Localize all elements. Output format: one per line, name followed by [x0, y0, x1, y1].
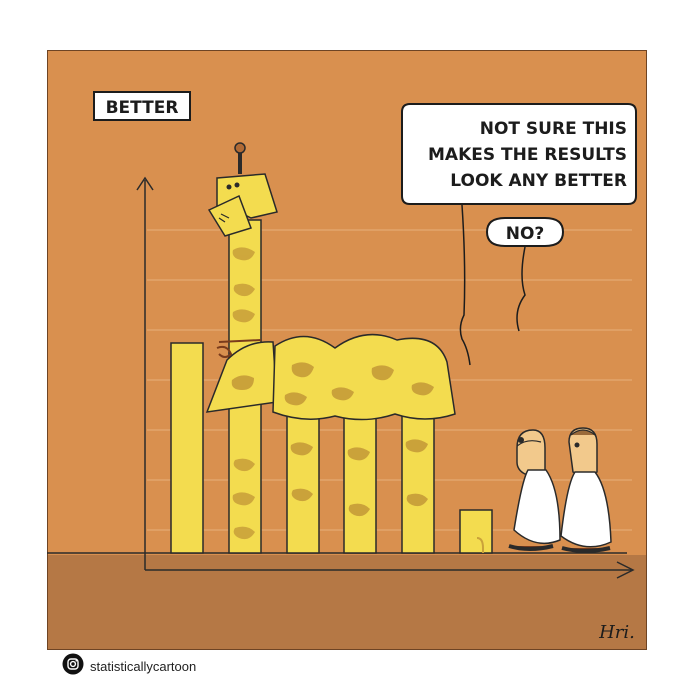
svg-text:MAKES THE RESULTS: MAKES THE RESULTS: [428, 145, 627, 165]
instagram-handle[interactable]: statisticallycartoon: [90, 658, 197, 674]
svg-text:BETTER: BETTER: [106, 98, 179, 118]
svg-text:LOOK ANY BETTER: LOOK ANY BETTER: [450, 171, 627, 191]
giraffe-head: [207, 142, 278, 237]
scientist-left: [508, 429, 561, 551]
scientist-right: [560, 427, 612, 553]
bar-giraffe-leg-2: [343, 394, 377, 554]
instagram-icon[interactable]: [62, 653, 84, 679]
speech-bubble: NOT SURE THIS MAKES THE RESULTS LOOK ANY…: [401, 103, 637, 366]
giraffe-body: [205, 333, 456, 421]
svg-text:NOT SURE THIS: NOT SURE THIS: [480, 119, 627, 139]
chart-axes: [47, 176, 635, 579]
reply-bubble: NO?: [485, 217, 565, 332]
y-axis-label: BETTER: [93, 91, 191, 121]
bar-last: [459, 509, 493, 554]
cartoon-panel: BETTER: [46, 49, 648, 651]
footer-credit: statisticallycartoon: [62, 653, 197, 679]
panel-floor: [47, 555, 647, 650]
artist-signature: Hri.: [598, 622, 635, 643]
svg-text:NO?: NO?: [506, 224, 545, 244]
bar-first: [170, 342, 204, 554]
